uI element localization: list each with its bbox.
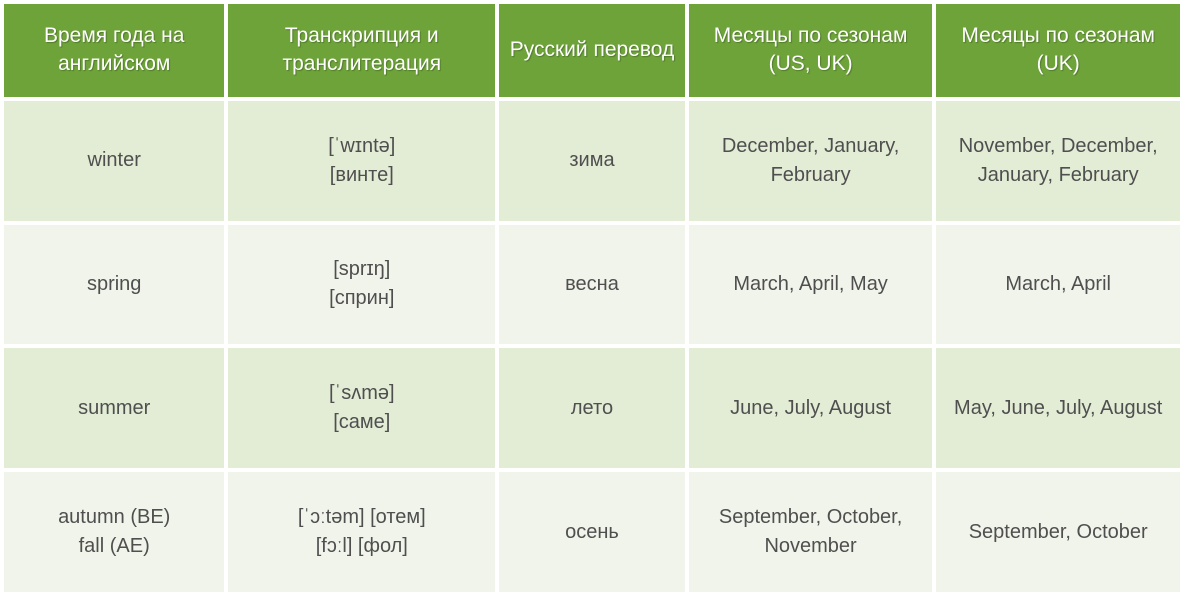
cell-months-us-uk: June, July, August bbox=[689, 348, 933, 468]
cell-months-uk: November, December, January, February bbox=[936, 101, 1180, 221]
cell-season-en: spring bbox=[4, 225, 224, 345]
table-row: summer [ˈsʌmə][саме] лето June, July, Au… bbox=[4, 348, 1180, 468]
cell-season-ru: осень bbox=[499, 472, 685, 592]
header-months-uk: Месяцы по сезонам(UK) bbox=[936, 4, 1180, 97]
header-months-us-uk: Месяцы по сезонам(US, UK) bbox=[689, 4, 933, 97]
cell-season-en: summer bbox=[4, 348, 224, 468]
table-row: winter [ˈwɪntə][винте] зима December, Ja… bbox=[4, 101, 1180, 221]
seasons-table: Время года на английском Транскрипция и … bbox=[0, 0, 1184, 596]
cell-transcription: [sprɪŋ][сприн] bbox=[228, 225, 495, 345]
cell-months-us-uk: September, October, November bbox=[689, 472, 933, 592]
cell-season-en: autumn (BE)fall (AE) bbox=[4, 472, 224, 592]
cell-season-ru: зима bbox=[499, 101, 685, 221]
cell-months-uk: March, April bbox=[936, 225, 1180, 345]
header-row: Время года на английском Транскрипция и … bbox=[4, 4, 1180, 97]
cell-months-us-uk: March, April, May bbox=[689, 225, 933, 345]
cell-transcription: [ˈwɪntə][винте] bbox=[228, 101, 495, 221]
header-season-ru: Русский перевод bbox=[499, 4, 685, 97]
header-season-en: Время года на английском bbox=[4, 4, 224, 97]
table-row: autumn (BE)fall (AE) [ˈɔːtəm] [отем][fɔː… bbox=[4, 472, 1180, 592]
header-transcription: Транскрипция и транслитерация bbox=[228, 4, 495, 97]
table-row: spring [sprɪŋ][сприн] весна March, April… bbox=[4, 225, 1180, 345]
cell-months-us-uk: December, January, February bbox=[689, 101, 933, 221]
cell-season-ru: весна bbox=[499, 225, 685, 345]
cell-transcription: [ˈɔːtəm] [отем][fɔːl] [фол] bbox=[228, 472, 495, 592]
cell-months-uk: September, October bbox=[936, 472, 1180, 592]
cell-months-uk: May, June, July, August bbox=[936, 348, 1180, 468]
cell-season-en: winter bbox=[4, 101, 224, 221]
cell-season-ru: лето bbox=[499, 348, 685, 468]
cell-transcription: [ˈsʌmə][саме] bbox=[228, 348, 495, 468]
